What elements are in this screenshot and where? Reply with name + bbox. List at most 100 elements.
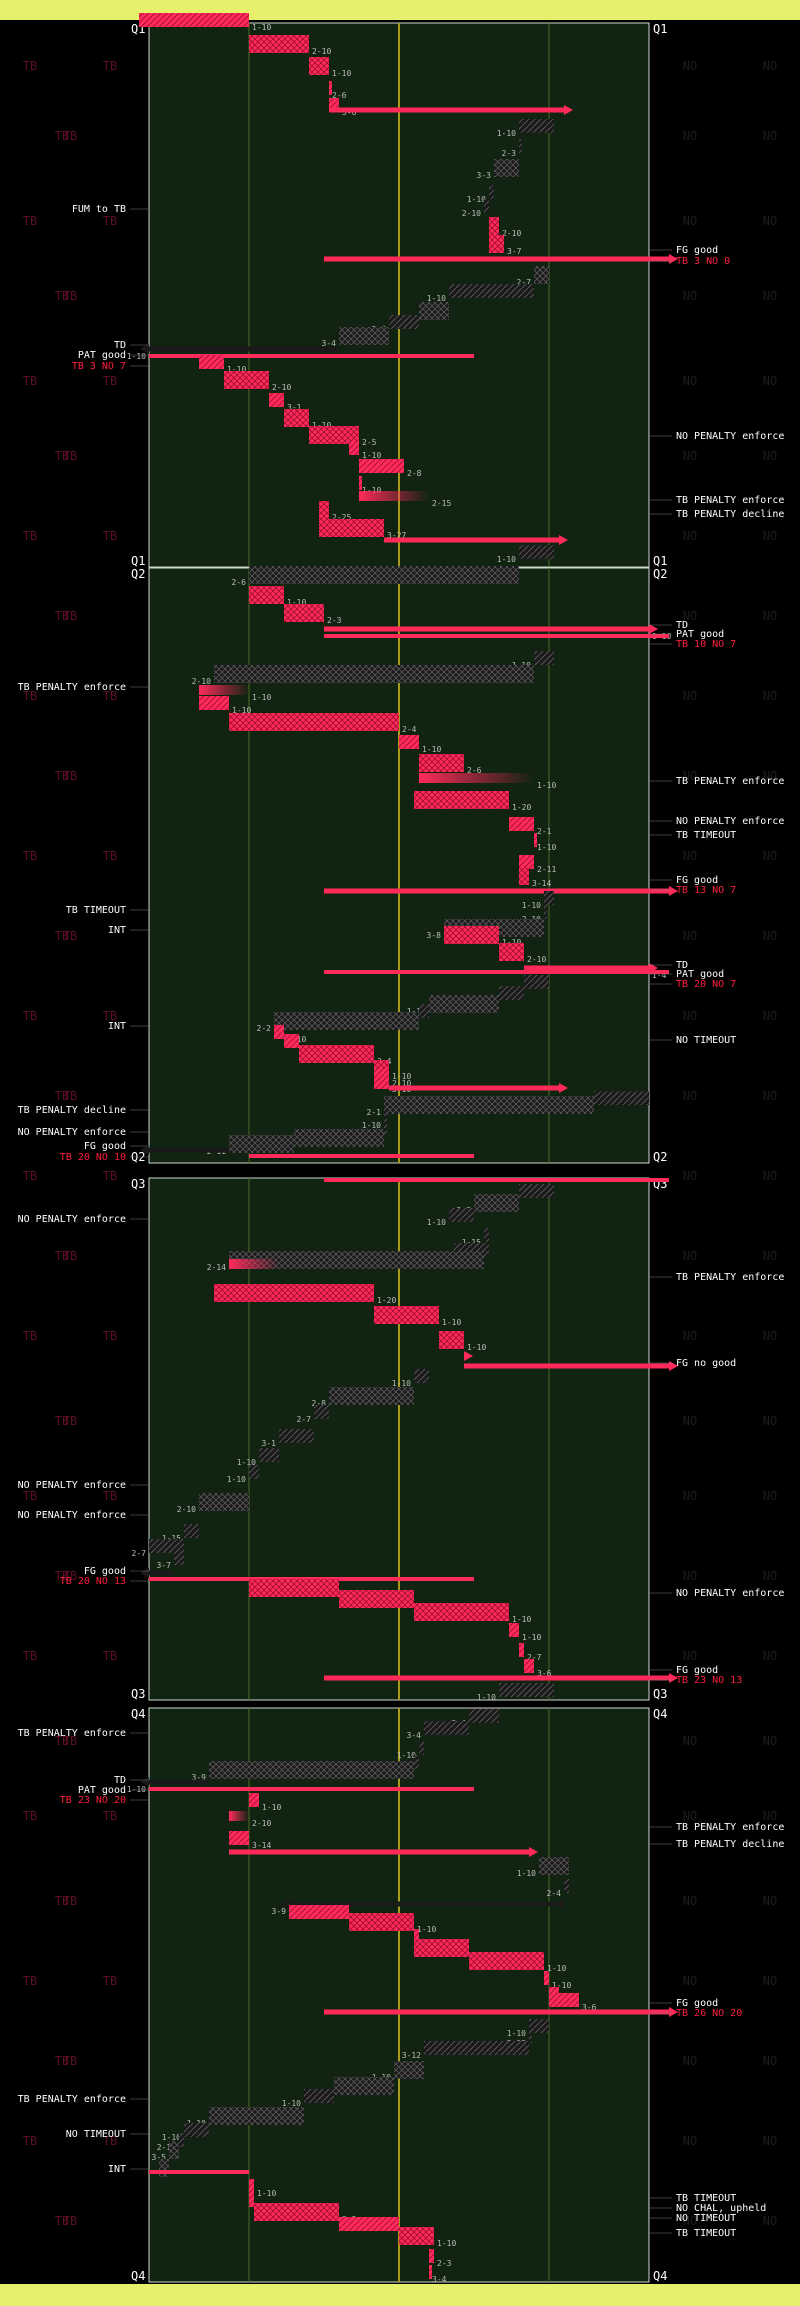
watermark-tb: TB	[23, 1649, 37, 1663]
watermark-tb: TB	[55, 129, 69, 143]
annotation-left: TB PENALTY enforce	[18, 682, 126, 693]
watermark-tb: TB	[63, 1089, 77, 1103]
down-label: 2-10	[252, 1819, 271, 1828]
play-pass	[539, 1857, 569, 1875]
down-label: 1-10	[497, 555, 516, 564]
play-arrowhead	[669, 1361, 678, 1371]
annotation-right: TB 13 NO 7	[676, 885, 736, 896]
play-pass	[489, 235, 504, 253]
play-run	[359, 459, 404, 473]
down-label: 2-25	[332, 513, 351, 522]
play-fg	[149, 1570, 174, 1576]
play-pass	[329, 1387, 414, 1405]
annotation-left: TB 20 NO 10	[60, 1152, 126, 1163]
down-label: 1-10	[467, 195, 486, 204]
watermark-no: NO	[763, 1894, 777, 1908]
down-label: 2-10	[177, 1505, 196, 1514]
play-pass	[534, 266, 549, 284]
watermark-tb: TB	[55, 609, 69, 623]
watermark-tb: TB	[63, 2214, 77, 2228]
annotation-left: TB PENALTY enforce	[18, 2094, 126, 2105]
down-label: 3-14	[532, 879, 551, 888]
watermark-tb: TB	[103, 689, 117, 703]
watermark-tb: TB	[23, 689, 37, 703]
down-label: 2-6	[332, 91, 347, 100]
footer-bar	[0, 2284, 800, 2306]
watermark-no: NO	[683, 1329, 697, 1343]
watermark-no: NO	[683, 849, 697, 863]
down-label: 2-3	[437, 2259, 452, 2268]
down-label: 3-4	[407, 1731, 422, 1740]
down-label: 1-10	[442, 1318, 461, 1327]
down-label: 1-10	[227, 365, 246, 374]
play-arrowhead	[669, 254, 678, 264]
play-run	[534, 651, 554, 665]
play-pass	[229, 1135, 294, 1153]
play-run	[529, 2019, 549, 2033]
play-run	[519, 855, 534, 869]
down-label: 1-10	[232, 706, 251, 715]
annotation-left: INT	[108, 925, 126, 936]
play-run	[534, 833, 537, 847]
down-label: 1-10	[467, 1343, 486, 1352]
play-run	[509, 817, 534, 831]
watermark-tb: TB	[55, 289, 69, 303]
play-run	[429, 2249, 434, 2263]
down-label: 1-10	[127, 352, 146, 361]
play-kick	[324, 634, 669, 638]
down-label: 1-10	[517, 1869, 536, 1878]
play-pass	[209, 1761, 414, 1779]
watermark-tb: TB	[55, 2214, 69, 2228]
watermark-tb: TB	[55, 929, 69, 943]
play-pass	[444, 926, 499, 944]
down-label: 1-10	[507, 2029, 526, 2038]
annotation-right: TB 3 NO 0	[676, 256, 730, 267]
watermark-tb: TB	[103, 1974, 117, 1988]
play-pass	[349, 1913, 414, 1931]
down-label: 3-6	[537, 1669, 552, 1678]
annotation-right: TB TIMEOUT	[676, 2228, 736, 2239]
down-label: 1-10	[477, 1693, 496, 1702]
play-run	[524, 1659, 534, 1673]
play-pass	[224, 371, 269, 389]
down-label: 1-10	[427, 294, 446, 303]
down-label: 1-10	[427, 1218, 446, 1227]
watermark-no: NO	[683, 769, 697, 783]
annotation-left: FUM to TB	[72, 204, 126, 215]
play-pass	[214, 1284, 374, 1302]
down-label: 3-14	[252, 1841, 271, 1850]
down-label: 3-9	[272, 1907, 287, 1916]
annotation-right: TB 26 NO 20	[676, 2008, 742, 2019]
play-run	[139, 13, 249, 27]
watermark-tb: TB	[63, 129, 77, 143]
watermark-tb: TB	[23, 214, 37, 228]
play-run	[564, 1879, 569, 1893]
annotation-left: TB PENALTY decline	[18, 1105, 126, 1116]
down-label: 1-10	[282, 2099, 301, 2108]
play-arrowhead	[559, 535, 568, 545]
play-arrowhead	[140, 1145, 149, 1155]
play-pass	[414, 1603, 509, 1621]
watermark-no: NO	[763, 1169, 777, 1183]
annotation-right: TB PENALTY decline	[676, 509, 784, 520]
play-fg	[149, 1147, 229, 1153]
play-punt	[229, 1849, 529, 1855]
play-run	[529, 2029, 532, 2043]
down-label: 1-10	[392, 1072, 411, 1081]
play-run	[269, 393, 284, 407]
watermark-tb: TB	[63, 1569, 77, 1583]
play-run	[289, 1905, 349, 1919]
down-label: 3-7	[507, 247, 522, 256]
down-label: 3-1	[262, 1439, 277, 1448]
down-label: 1-10	[537, 781, 556, 790]
play-pass	[309, 57, 329, 75]
play-pass	[319, 501, 329, 519]
down-label: 1-10	[237, 1458, 256, 1467]
play-run	[199, 696, 229, 710]
down-label: 1-10	[437, 2239, 456, 2248]
watermark-no: NO	[763, 214, 777, 228]
play-pass	[284, 409, 309, 427]
play-run	[544, 1971, 549, 1985]
quarter-end-label: Q4	[131, 2269, 145, 2283]
play-pass	[209, 2107, 304, 2125]
